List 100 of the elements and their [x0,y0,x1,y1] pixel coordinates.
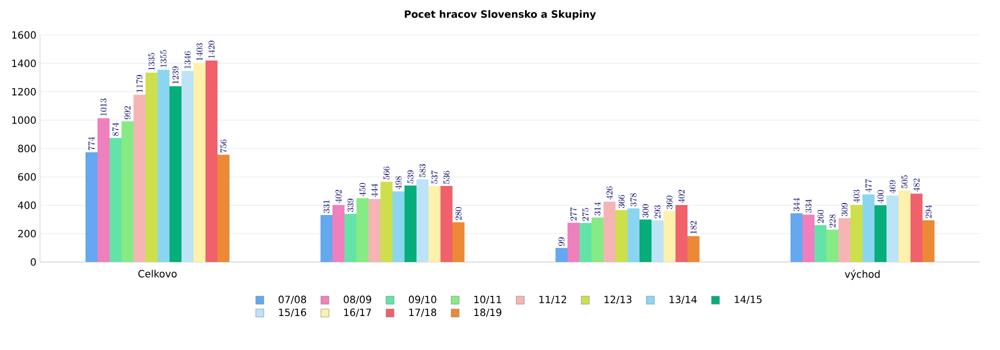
bar [344,214,357,262]
legend-label: 09/10 [408,296,436,304]
data-label: 300 [642,204,649,218]
bar [640,219,652,262]
data-label: 402 [335,190,342,203]
legend-label: 11/12 [539,296,566,304]
data-label: 539 [407,170,414,184]
legend-label: 17/18 [409,308,436,317]
data-label: 1420 [208,40,215,58]
y-tick-label: 1600 [12,31,36,39]
data-label: 334 [805,199,812,213]
legend-label: 18/19 [474,308,502,317]
data-label: 99 [558,237,565,246]
data-label: 469 [889,180,896,194]
data-label: 537 [431,170,438,184]
legend-label: 14/15 [734,296,762,304]
legend-label: 10/11 [474,296,502,304]
data-label: 294 [925,205,932,218]
legend-label: 15/16 [279,308,306,317]
data-label: 774 [88,136,95,150]
x-tick-label: Celkovo [138,270,177,278]
y-tick-label: 800 [18,144,36,152]
bar [568,222,580,262]
bar [158,70,170,262]
data-label: 1355 [160,50,167,68]
bar [182,71,194,262]
bar [134,94,146,262]
data-label: 402 [678,190,685,203]
legend-label: 07/08 [278,296,306,304]
y-tick-label: 1000 [12,116,36,124]
data-label: 400 [877,190,884,204]
x-tick-label: východ [844,270,880,280]
data-label: 583 [419,164,426,178]
bar [874,205,887,262]
bar [86,152,98,262]
data-label: 1239 [172,66,179,84]
data-label: 378 [630,193,637,206]
data-label: 536 [443,170,450,184]
legend-label: 13/14 [670,296,697,304]
data-label: 450 [359,183,366,196]
bar [404,186,417,262]
y-tick-label: 400 [18,201,36,210]
bar [110,138,122,262]
bar [616,210,628,262]
chart-title: Pocet hracov Slovensko a Skupiny [404,10,596,20]
data-label: 309 [841,203,848,216]
bar [452,222,465,262]
bar [910,194,923,262]
data-label: 482 [913,178,920,192]
data-label: 505 [901,175,908,188]
bar [356,198,369,262]
data-label: 1013 [100,98,107,116]
data-label: 277 [570,207,577,221]
data-label: 339 [347,198,354,212]
bar [580,222,592,262]
data-label: 426 [606,186,613,200]
data-label: 477 [865,178,872,192]
bar [98,118,110,262]
bar [218,154,230,262]
bar [922,220,935,262]
data-label: 344 [793,198,800,212]
y-tick-label: 1400 [12,60,36,68]
y-tick-label: 600 [18,173,36,181]
data-label: 331 [323,200,330,213]
data-label: 1335 [148,52,155,70]
bar [556,248,568,262]
bar [814,225,827,262]
legend-label: 12/13 [604,296,632,304]
bar [194,62,206,262]
data-label: 366 [618,194,625,208]
bar [332,204,345,262]
data-label: 992 [124,106,131,120]
data-label: 498 [395,176,402,190]
data-label: 1179 [136,75,143,92]
data-label: 293 [654,205,661,218]
y-tick-label: 1200 [12,88,36,96]
bar [392,191,405,262]
data-label: 444 [371,184,378,198]
bar [428,186,441,262]
bar [802,214,815,262]
bar [676,204,688,262]
data-label: 756 [220,140,227,153]
y-tick-label: 200 [18,230,36,238]
data-label: 260 [817,210,824,223]
bar [440,186,453,262]
bar [206,60,218,262]
data-label: 314 [594,202,601,216]
data-label: 182 [690,221,697,234]
bar [886,195,899,262]
data-label: 1403 [196,43,203,60]
data-label: 280 [455,207,462,220]
bar [146,72,158,262]
bar [604,202,616,262]
data-label: 275 [582,208,589,221]
data-label: 874 [112,122,119,136]
data-label: 566 [383,166,390,180]
bar [688,236,700,262]
bar [416,179,429,262]
data-label: 228 [829,214,836,228]
y-tick-label: 0 [30,258,36,266]
